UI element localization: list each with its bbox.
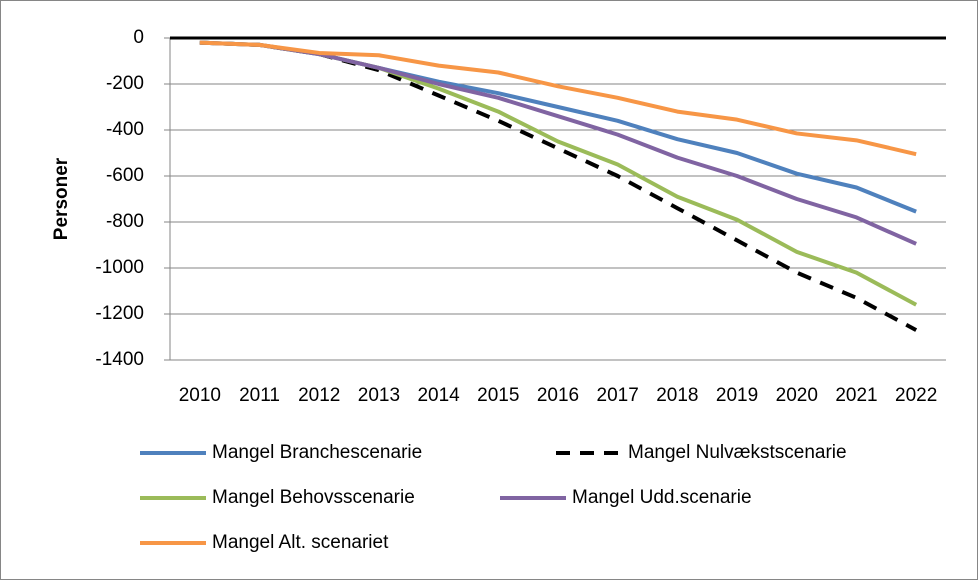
legend-label: Mangel Alt. scenariet bbox=[212, 532, 389, 553]
y-tick-label: -1200 bbox=[95, 303, 144, 324]
x-tick-label: 2018 bbox=[656, 385, 698, 406]
legend-label: Mangel Udd.scenarie bbox=[572, 487, 752, 508]
x-tick-label: 2012 bbox=[298, 385, 340, 406]
y-tick-label: -1400 bbox=[95, 349, 144, 370]
x-tick-label: 2022 bbox=[895, 385, 937, 406]
x-tick-label: 2020 bbox=[776, 385, 818, 406]
y-tick-label: -200 bbox=[106, 73, 144, 94]
x-tick-label: 2013 bbox=[358, 385, 400, 406]
legend-label: Mangel Behovsscenarie bbox=[212, 487, 415, 508]
y-axis-label: Personer bbox=[51, 157, 72, 240]
x-tick-label: 2010 bbox=[179, 385, 221, 406]
y-tick-label: -400 bbox=[106, 119, 144, 140]
x-tick-label: 2015 bbox=[477, 385, 519, 406]
y-tick-label: -1000 bbox=[95, 257, 144, 278]
series-line bbox=[199, 40, 917, 157]
y-tick-label: 0 bbox=[133, 27, 144, 48]
x-tick-label: 2021 bbox=[835, 385, 877, 406]
x-tick-label: 2016 bbox=[537, 385, 579, 406]
legend-label: Mangel Nulvækstscenarie bbox=[628, 442, 847, 463]
x-tick-label: 2011 bbox=[239, 385, 280, 406]
x-tick-label: 2019 bbox=[716, 385, 758, 406]
y-tick-label: -600 bbox=[106, 165, 144, 186]
y-tick-label: -800 bbox=[106, 211, 144, 232]
legend-label: Mangel Branchescenarie bbox=[212, 442, 422, 463]
x-tick-label: 2014 bbox=[417, 385, 460, 406]
x-tick-label: 2017 bbox=[597, 385, 639, 406]
